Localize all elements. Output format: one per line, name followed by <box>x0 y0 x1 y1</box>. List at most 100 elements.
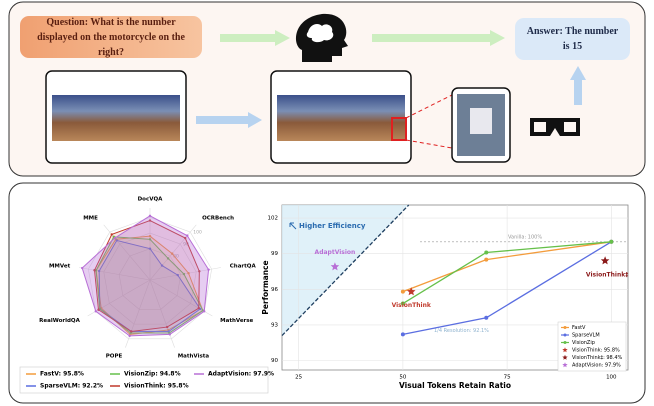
x-tick-label: 50 <box>399 375 406 381</box>
radar-point <box>113 236 116 240</box>
answer-box <box>515 18 630 60</box>
radar-axis <box>149 224 197 281</box>
y-tick-label: 90 <box>271 358 278 364</box>
radar-point <box>198 270 201 273</box>
radar-point <box>176 273 179 277</box>
radar-point <box>168 333 172 336</box>
radar-point <box>197 306 200 310</box>
point <box>400 289 405 294</box>
y-tick-label: 93 <box>271 322 278 328</box>
x-tick-label: 25 <box>295 375 302 381</box>
zoom-line <box>405 94 453 149</box>
point <box>400 301 405 306</box>
radar-chart: 80 90 100 DocVQA OCRBench ChartQA MathVerse Mat… <box>19 197 274 394</box>
radar-point <box>166 257 170 260</box>
radar-point <box>148 247 152 250</box>
point <box>609 239 614 244</box>
legend-label: AdaptVision: 97.9% <box>572 363 621 369</box>
legend-swatch <box>562 362 568 368</box>
r-tick-label: 80 <box>173 254 179 260</box>
point-label: VisionThink‡ <box>586 271 628 278</box>
axis-label: RealWorldQA <box>39 318 80 324</box>
radar-point <box>130 330 133 333</box>
efficiency-region <box>282 205 409 336</box>
radar-point <box>160 264 164 267</box>
radar-point <box>97 269 101 273</box>
legend-swatch <box>563 341 567 344</box>
photo <box>52 95 180 141</box>
line-chart: 25 50 75 100 90 93 96 99 102 Higher Efficiency Van… <box>261 204 629 390</box>
axis-label: MMVet <box>49 263 71 269</box>
radar-point <box>110 233 113 236</box>
photo <box>277 95 405 141</box>
y-tick-label: 99 <box>271 251 278 257</box>
grid-ring <box>103 232 197 325</box>
glasses-icon <box>530 118 580 136</box>
legend-label: SparseVLM: 92.2% <box>40 383 103 390</box>
axis-label: POPE <box>106 354 123 360</box>
arrow <box>275 30 290 46</box>
star-point <box>406 287 416 296</box>
r-tick-label: 100 <box>193 230 202 236</box>
radar-point <box>148 234 152 238</box>
radar-axis <box>79 267 151 281</box>
legend-swatch <box>562 354 568 360</box>
radar-point <box>148 238 152 241</box>
radar-point <box>165 325 169 329</box>
point <box>484 250 489 255</box>
y-axis-label: Performance <box>261 260 270 314</box>
legend-label: VisionThink: 95.8% <box>572 348 620 354</box>
radar-point <box>115 239 118 242</box>
radar-point <box>170 252 174 255</box>
radar-axis <box>149 279 175 348</box>
radar-point <box>97 308 100 311</box>
question: Question: What is the number displayed o… <box>37 16 185 58</box>
star-point <box>330 262 340 271</box>
y-tick-label: 102 <box>268 216 279 222</box>
question-box <box>20 16 202 58</box>
reference-label: Vanilla: 100% <box>508 234 542 240</box>
r-tick-label: 90 <box>183 242 189 248</box>
axis-label: MME <box>83 215 98 221</box>
legend-label: VisionThink‡: 98.4% <box>572 355 623 361</box>
radar-point <box>184 236 187 240</box>
brain <box>306 24 334 43</box>
crop-box <box>391 117 407 141</box>
efficiency-arrow <box>289 222 297 230</box>
number-plate <box>470 108 492 134</box>
point-label: AdaptVision <box>315 249 356 256</box>
reference-label: 1/4 Resolution: 92.1% <box>434 328 489 334</box>
y-tick-label: 96 <box>271 287 278 293</box>
efficiency-label: Higher Efficiency <box>299 222 366 230</box>
axis-label: ChartQA <box>230 263 257 269</box>
star-point <box>600 256 610 265</box>
radar-point <box>128 334 131 338</box>
radar-area <box>98 239 201 332</box>
radar-point <box>148 214 152 218</box>
radar-point <box>94 310 97 313</box>
radar-area <box>95 236 204 334</box>
radar-point <box>93 269 96 272</box>
radar-point <box>80 266 84 270</box>
radar-area <box>93 219 200 332</box>
legend-label: SparseVLM <box>572 333 600 339</box>
efficiency-boundary <box>281 204 410 337</box>
radar-area <box>95 235 204 335</box>
arrow <box>248 112 262 128</box>
point <box>400 332 405 337</box>
axis-label: DocVQA <box>138 197 164 203</box>
arrow <box>490 30 505 46</box>
legend-label: AdaptVision: 97.9% <box>208 371 274 378</box>
point <box>484 257 489 262</box>
grid-ring <box>88 217 212 340</box>
legend-box <box>19 366 269 394</box>
radar-point <box>186 234 189 237</box>
legend-label: VisionThink: 95.8% <box>124 383 189 390</box>
point <box>484 315 489 320</box>
axis-label: MathVista <box>178 354 210 360</box>
axis-label: MathVerse <box>220 318 253 324</box>
legend-label: VisionZip: 94.8% <box>124 371 181 378</box>
legend-box <box>557 321 627 372</box>
legend-label: VisionZip <box>572 340 595 346</box>
